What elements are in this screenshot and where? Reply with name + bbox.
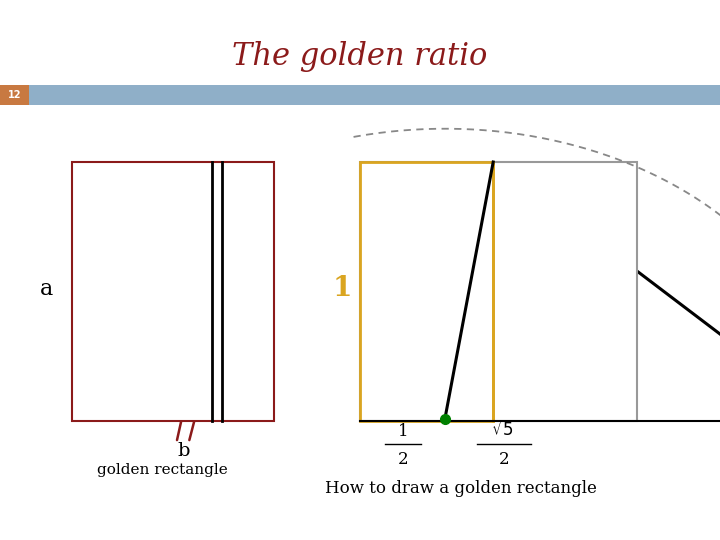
Text: 1: 1 — [398, 423, 408, 440]
Text: 2: 2 — [499, 451, 509, 468]
Bar — [360, 162, 493, 421]
Text: golden rectangle: golden rectangle — [96, 463, 228, 477]
Text: 1: 1 — [333, 275, 351, 302]
Bar — [72, 162, 274, 421]
Text: 12: 12 — [8, 90, 21, 100]
Text: How to draw a golden rectangle: How to draw a golden rectangle — [325, 480, 597, 497]
Text: 2: 2 — [398, 451, 408, 468]
Text: The golden ratio: The golden ratio — [233, 41, 487, 72]
Text: b: b — [177, 442, 190, 460]
Bar — [0, 85, 720, 105]
Text: a: a — [40, 278, 53, 300]
Bar — [360, 162, 637, 421]
Bar — [0, 85, 29, 105]
Text: $\sqrt{5}$: $\sqrt{5}$ — [491, 418, 517, 440]
